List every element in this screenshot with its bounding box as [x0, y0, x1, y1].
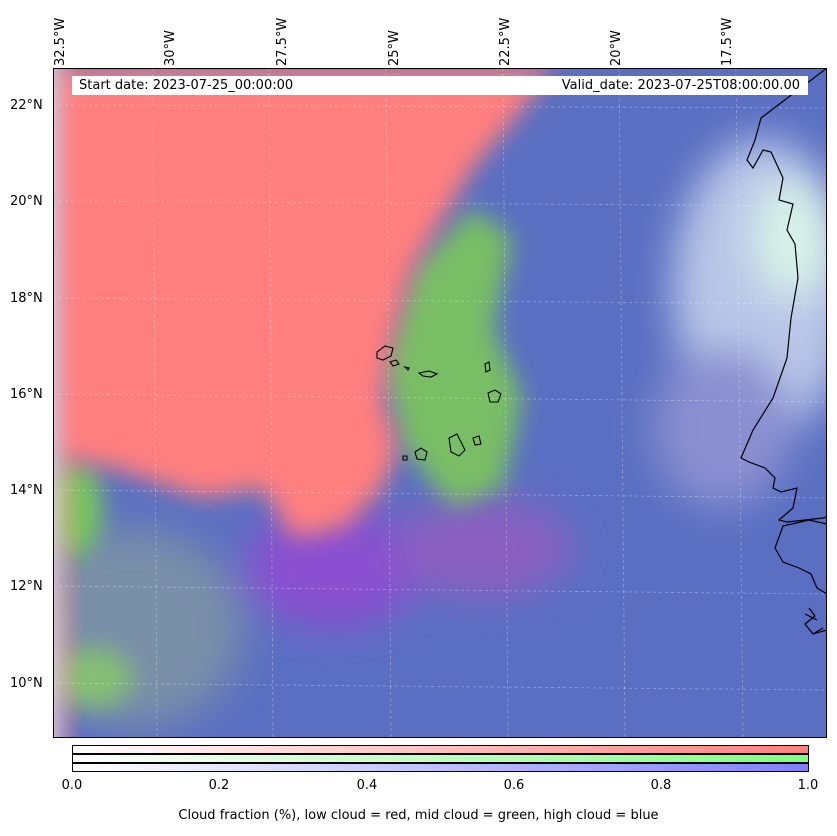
lon-label-17-5w: 17.5°W [720, 17, 735, 66]
low-cloud-field [53, 68, 553, 538]
colorbar-high-cloud [72, 763, 809, 772]
lon-label-32-5w: 32.5°W [53, 17, 68, 66]
cloud-fraction-map [53, 68, 827, 738]
gridline-lon-17-5w [735, 68, 744, 738]
lon-label-20w: 20°W [609, 30, 624, 66]
date-info-box: Start date: 2023-07-25_00:00:00 Valid_da… [72, 76, 808, 95]
coastline-guinea [774, 519, 827, 635]
colorbar-low-cloud [72, 745, 809, 754]
colorbar-label: Cloud fraction (%), low cloud = red, mid… [178, 808, 659, 823]
lat-label-16n: 16°N [10, 387, 43, 402]
island-sal [484, 361, 491, 373]
lon-label-22-5w: 22.5°W [498, 17, 513, 66]
purple-patch [243, 508, 423, 628]
colorbar-tick-0-8: 0.8 [650, 778, 672, 793]
lon-label-27-5w: 27.5°W [275, 17, 290, 66]
colorbar [72, 745, 809, 772]
island-sao-nicolau [417, 370, 439, 378]
island-santo-antao [376, 345, 394, 361]
gridline-lon-27-5w [268, 68, 274, 738]
lat-label-10n: 10°N [10, 676, 43, 691]
lat-label-20n: 20°N [10, 194, 43, 209]
purple-patch-2 [393, 498, 573, 598]
mixed-cloud-patch [653, 348, 793, 508]
colorbar-mid-cloud [72, 754, 809, 763]
colorbar-tick-0-6: 0.6 [503, 778, 525, 793]
colorbar-tick-0-4: 0.4 [356, 778, 378, 793]
colorbar-tick-0-0: 0.0 [61, 778, 83, 793]
lon-label-30w: 30°W [163, 30, 178, 66]
island-santiago [448, 433, 466, 457]
gridline-lon-25w [385, 68, 392, 738]
lat-label-18n: 18°N [10, 291, 43, 306]
gridline-lon-20w [618, 68, 626, 738]
island-santa-luzia [403, 365, 410, 371]
valid-date-text: Valid_date: 2023-07-25T08:00:00.00 [561, 78, 800, 93]
island-maio [472, 435, 482, 446]
island-brava [402, 455, 408, 461]
left-edge-haze [53, 68, 83, 738]
island-boa-vista [487, 389, 502, 403]
island-fogo [414, 447, 428, 461]
colorbar-tick-0-2: 0.2 [208, 778, 230, 793]
coastline-africa [740, 68, 827, 523]
lat-label-12n: 12°N [10, 579, 43, 594]
island-sao-vicente [389, 359, 400, 367]
gridline-lon-22-5w [502, 68, 509, 738]
lat-label-22n: 22°N [10, 98, 43, 113]
start-date-text: Start date: 2023-07-25_00:00:00 [79, 78, 294, 93]
lon-label-25w: 25°W [387, 30, 402, 66]
gridline-lon-30w [152, 68, 158, 738]
thin-cloud-patch-2 [753, 178, 827, 298]
colorbar-tick-1-0: 1.0 [797, 778, 819, 793]
lat-label-14n: 14°N [10, 483, 43, 498]
mid-cloud-band [383, 208, 523, 508]
